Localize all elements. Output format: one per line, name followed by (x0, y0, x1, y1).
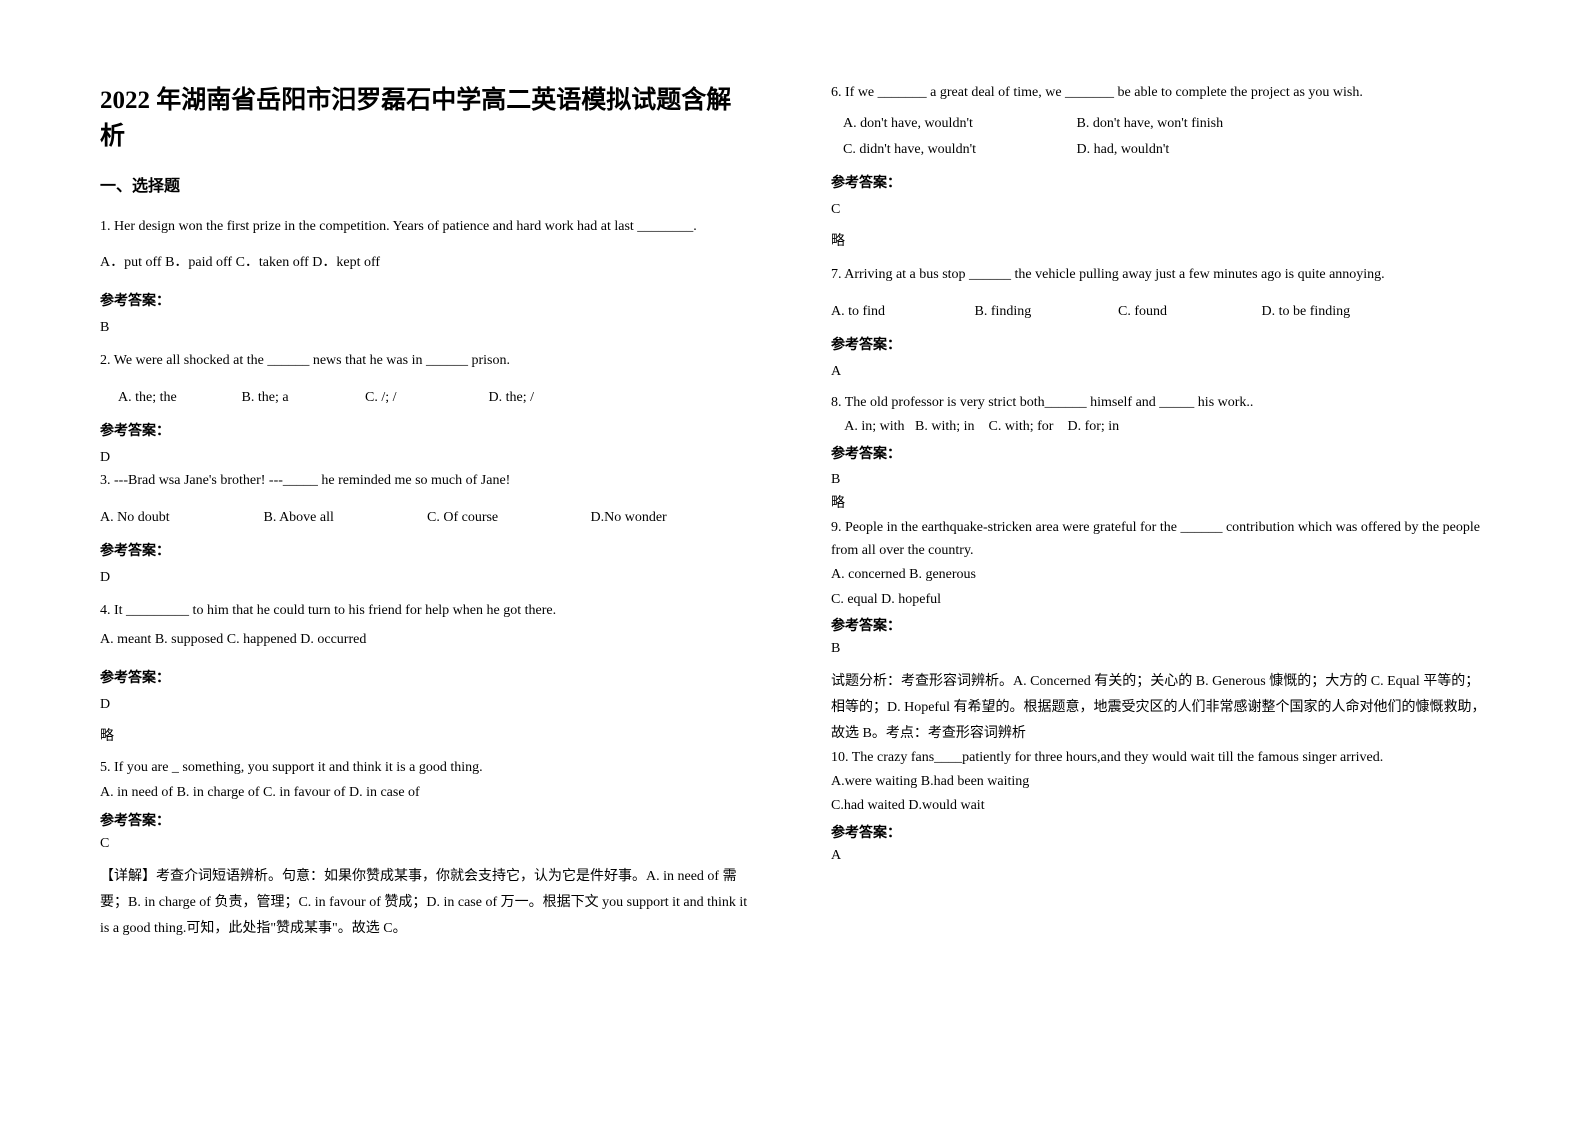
q8-text: 8. The old professor is very strict both… (831, 392, 1487, 414)
q6-answer: C (831, 202, 1487, 218)
q2-opt-b: B. the; a (242, 390, 362, 406)
q1-answer: B (100, 320, 756, 336)
q7-opt-a: A. to find (831, 304, 971, 320)
q6-answer-label: 参考答案： (831, 172, 1487, 192)
q4-answer-label: 参考答案： (100, 667, 756, 687)
q3-opt-c: C. Of course (427, 510, 587, 526)
q10-options2: C.had waited D.would wait (831, 795, 1487, 817)
q10-answer-label: 参考答案： (831, 822, 1487, 842)
q1-text: 1. Her design won the first prize in the… (100, 214, 756, 240)
q7-opt-b: B. finding (975, 304, 1115, 320)
q9-options1: A. concerned B. generous (831, 564, 1487, 586)
q3-options: A. No doubt B. Above all C. Of course D.… (100, 510, 756, 526)
q3-text: 3. ---Brad wsa Jane's brother! ---_____ … (100, 468, 756, 494)
q9-answer: B (831, 641, 1487, 657)
q6-note: 略 (831, 230, 1487, 250)
q5-explanation: 【详解】考查介词短语辨析。句意：如果你赞成某事，你就会支持它，认为它是件好事。A… (100, 864, 756, 942)
q6-text: 6. If we _______ a great deal of time, w… (831, 80, 1487, 106)
exam-title: 2022 年湖南省岳阳市汨罗磊石中学高二英语模拟试题含解析 (100, 80, 756, 152)
q2-answer: D (100, 450, 756, 466)
left-column: 2022 年湖南省岳阳市汨罗磊石中学高二英语模拟试题含解析 一、选择题 1. H… (100, 80, 756, 1082)
q7-options: A. to find B. finding C. found D. to be … (831, 304, 1487, 320)
q3-answer-label: 参考答案： (100, 540, 756, 560)
section-header: 一、选择题 (100, 172, 756, 196)
q7-opt-d: D. to be finding (1262, 304, 1351, 320)
q4-text: 4. It _________ to him that he could tur… (100, 598, 756, 624)
q7-opt-c: C. found (1118, 304, 1258, 320)
q5-text: 5. If you are _ something, you support i… (100, 757, 756, 779)
q8-note: 略 (831, 493, 1487, 515)
q8-answer-label: 参考答案： (831, 443, 1487, 463)
q7-answer-label: 参考答案： (831, 334, 1487, 354)
q2-text: 2. We were all shocked at the ______ new… (100, 348, 756, 374)
q9-explanation: 试题分析：考查形容词辨析。A. Concerned 有关的；关心的 B. Gen… (831, 669, 1487, 747)
q7-text: 7. Arriving at a bus stop ______ the veh… (831, 262, 1487, 288)
q2-opt-a: A. the; the (118, 390, 238, 406)
q2-options: A. the; the B. the; a C. /; / D. the; / (100, 390, 756, 406)
q3-opt-a: A. No doubt (100, 510, 260, 526)
q4-options: A. meant B. supposed C. happened D. occu… (100, 627, 756, 653)
q5-options: A. in need of B. in charge of C. in favo… (100, 782, 756, 804)
q6-options-row2: C. didn't have, wouldn't D. had, wouldn'… (831, 142, 1487, 158)
q5-answer-label: 参考答案： (100, 810, 756, 830)
q6-opt-c: C. didn't have, wouldn't (843, 142, 1073, 158)
q10-text: 10. The crazy fans____patiently for thre… (831, 747, 1487, 769)
q8-options: A. in; with B. with; in C. with; for D. … (831, 416, 1487, 438)
q5-answer: C (100, 836, 756, 852)
q3-opt-b: B. Above all (264, 510, 424, 526)
q6-options-row1: A. don't have, wouldn't B. don't have, w… (831, 116, 1487, 132)
q1-answer-label: 参考答案： (100, 290, 756, 310)
q4-note: 略 (100, 725, 756, 745)
q9-answer-label: 参考答案： (831, 615, 1487, 635)
q2-opt-d: D. the; / (489, 390, 535, 406)
q9-text: 9. People in the earthquake-stricken are… (831, 517, 1487, 562)
q2-opt-c: C. /; / (365, 390, 485, 406)
q3-answer: D (100, 570, 756, 586)
q4-answer: D (100, 697, 756, 713)
q2-answer-label: 参考答案： (100, 420, 756, 440)
q1-options: A．put off B．paid off C．taken off D．kept … (100, 250, 756, 276)
right-column: 6. If we _______ a great deal of time, w… (831, 80, 1487, 1082)
q8-answer: B (831, 469, 1487, 491)
q6-opt-a: A. don't have, wouldn't (843, 116, 1073, 132)
q9-options2: C. equal D. hopeful (831, 589, 1487, 611)
q10-answer: A (831, 848, 1487, 864)
exam-page: 2022 年湖南省岳阳市汨罗磊石中学高二英语模拟试题含解析 一、选择题 1. H… (100, 80, 1487, 1082)
q7-answer: A (831, 364, 1487, 380)
q6-opt-d: D. had, wouldn't (1077, 142, 1170, 158)
q6-opt-b: B. don't have, won't finish (1077, 116, 1224, 132)
q10-options1: A.were waiting B.had been waiting (831, 771, 1487, 793)
q3-opt-d: D.No wonder (591, 510, 667, 526)
